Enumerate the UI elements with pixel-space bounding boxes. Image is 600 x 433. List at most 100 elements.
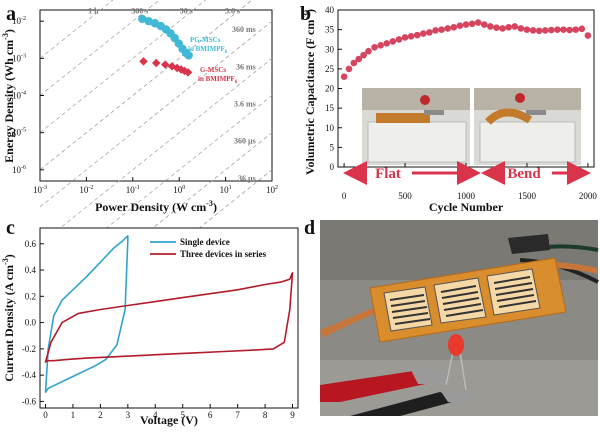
photo-flat-clip: [424, 110, 444, 115]
b-point: [432, 27, 439, 34]
photo-bend-base: [479, 121, 576, 163]
a-xtick-label: 10-2: [79, 185, 93, 195]
a-ytick-label: 10-5: [12, 128, 26, 138]
photo-d-clip-red: [320, 370, 435, 402]
b-xtick-label: 2000: [579, 191, 598, 201]
b-point: [499, 25, 506, 32]
a-ytick-exp: -6: [21, 165, 26, 171]
time-line-5: [39, 58, 273, 245]
panel-d-label: d: [304, 217, 315, 239]
photo-d-clip-red-jaw: [410, 368, 448, 384]
b-point: [462, 21, 470, 28]
b-point: [444, 25, 452, 32]
photo-d-electrodes: [383, 268, 541, 332]
a-xtick-exp: 0: [182, 185, 185, 191]
legend-g-line1: G-MSCs: [200, 66, 226, 74]
c-xtick-label: 1: [71, 410, 76, 420]
legend-pg-line2-text: in BMIMPF6: [188, 45, 228, 55]
a-xtick-exp: -3: [42, 185, 47, 191]
panel-a-plot-area: [39, 9, 273, 182]
b-point: [365, 47, 372, 55]
c-xtick-label: 9: [290, 410, 295, 420]
b-point: [426, 29, 433, 36]
b-point: [438, 26, 445, 33]
b-ytick-label: 10: [325, 123, 335, 133]
b-point: [529, 27, 537, 34]
c-ytick-label: 0.4: [25, 265, 37, 275]
electrode-1-fingers: [389, 294, 431, 325]
a-xtick-exp: -2: [88, 185, 93, 191]
b-ytick-label: 20: [325, 84, 335, 94]
legend-three-label: Three devices in series: [180, 249, 267, 259]
time-label-7: 360 µs: [234, 137, 256, 146]
c-xtick-label: 3: [126, 410, 131, 420]
a-ytick-label: 10-2: [12, 16, 26, 26]
photo-d-clip-black-jaw: [440, 390, 474, 404]
photo-flat-base: [367, 121, 467, 163]
b-point: [511, 23, 519, 30]
time-line-3: [39, 0, 253, 171]
time-line-4: [39, 20, 273, 208]
c-ytick-label: 0.6: [25, 239, 37, 249]
b-point: [560, 26, 567, 33]
b-point: [389, 38, 397, 45]
panel-a-ylabel-main: Energy Density (Wh cm: [2, 40, 16, 163]
b-point: [572, 26, 580, 33]
c-xtick-label: 8: [263, 410, 268, 420]
a-ytick-label: 10-6: [12, 165, 26, 175]
panel-a: a 1 h 360 s 36 s 3.6 s 360 ms 36 ms 3.6 ms 360 …: [1, 0, 278, 356]
electrode-2-fingers: [440, 285, 484, 317]
time-line-0: [39, 0, 114, 59]
b-point: [401, 34, 409, 41]
time-label-4: 360 ms: [232, 25, 256, 34]
b-point: [407, 32, 415, 40]
b-point: [377, 42, 384, 49]
photo-d-clip-green: [508, 234, 550, 254]
c-xtick-label: 6: [208, 410, 213, 420]
panel-a-xlabel: Power Density (W cm-3): [95, 199, 217, 214]
a-ytick-exp: -2: [21, 16, 26, 22]
flat-label: Flat: [375, 166, 401, 182]
c-xtick-label: 4: [153, 410, 158, 420]
a-xtick-label: 101: [220, 185, 232, 195]
b-ytick-label: 30: [325, 44, 335, 54]
b-point: [413, 31, 421, 39]
c-ytick-label: -0.2: [22, 344, 36, 354]
b-point: [487, 23, 494, 30]
a-xtick-label: 102: [266, 185, 278, 195]
panel-a-label: a: [6, 3, 16, 25]
b-point: [395, 36, 403, 43]
g-point: [160, 60, 170, 69]
b-xtick-label: 1500: [518, 191, 537, 201]
time-label-0: 1 h: [88, 7, 99, 16]
b-point: [360, 51, 367, 59]
legend-pg-sub: 6: [225, 50, 228, 55]
b-point: [493, 24, 500, 31]
panel-c-ylabel-sup: -3: [1, 258, 10, 265]
b-xtick-label: 0: [342, 191, 347, 201]
photo-d-led-lead-2: [459, 351, 467, 391]
b-ytick-label: 0: [330, 162, 335, 172]
b-ytick-label: 25: [325, 64, 335, 74]
photo-bend: [474, 88, 581, 165]
panel-b-label: b: [300, 3, 311, 25]
panel-c-ylabel: Current Density (A cm-3): [1, 254, 16, 381]
a-ytick-label: 10-4: [12, 91, 26, 101]
b-ytick-label: 35: [325, 25, 335, 35]
legend-g-line2-text: in BMIMPF6: [198, 75, 238, 85]
photo-d-copper-right: [548, 262, 598, 274]
b-point: [355, 55, 363, 63]
b-point: [548, 26, 555, 34]
photo-d-led-lead-1: [445, 351, 454, 386]
panel-d: d: [304, 217, 599, 416]
photo-d-led: [448, 334, 464, 356]
c-xtick-label: 5: [180, 410, 185, 420]
a-xtick-exp: -1: [135, 185, 140, 191]
pg-point: [138, 14, 147, 24]
panel-b-ylabel-end: ): [303, 9, 317, 13]
photo-bend-clip: [526, 110, 546, 115]
a-xtick-label: 10-1: [126, 185, 140, 195]
b-point: [420, 30, 427, 37]
a-xtick-exp: 1: [229, 185, 232, 191]
